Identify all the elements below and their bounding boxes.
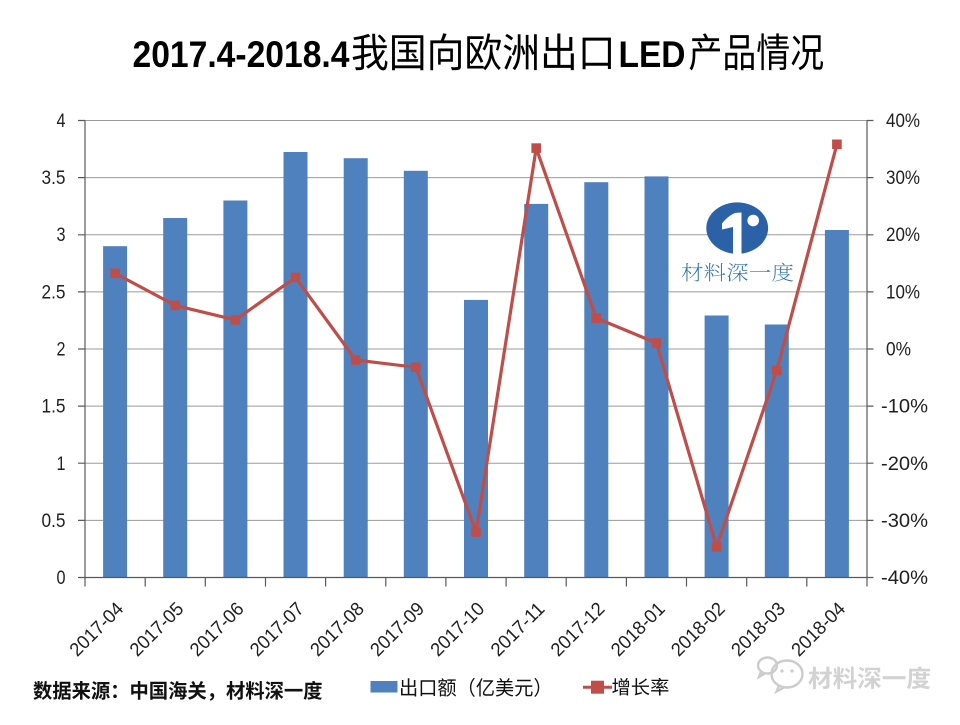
svg-text:30%: 30% [886, 168, 920, 189]
svg-text:3.5: 3.5 [42, 168, 66, 189]
svg-text:0%: 0% [886, 340, 911, 361]
svg-text:LED: LED [619, 34, 686, 75]
svg-text:40%: 40% [886, 111, 920, 132]
svg-text:2017.4-2018.4: 2017.4-2018.4 [133, 34, 351, 75]
svg-text:0: 0 [57, 568, 66, 589]
svg-text:2: 2 [57, 340, 66, 361]
svg-text:-20%: -20% [881, 454, 928, 475]
svg-text:3: 3 [57, 225, 66, 246]
svg-text:0.5: 0.5 [42, 511, 66, 532]
svg-text:1.5: 1.5 [42, 397, 66, 418]
svg-text:4: 4 [57, 111, 66, 132]
svg-text:-30%: -30% [881, 511, 928, 532]
svg-text:20%: 20% [886, 225, 920, 246]
svg-text:10%: 10% [886, 282, 920, 303]
svg-text:1: 1 [57, 454, 66, 475]
svg-text:2.5: 2.5 [42, 282, 66, 303]
svg-text:-40%: -40% [881, 568, 928, 589]
svg-text:-10%: -10% [881, 397, 928, 418]
